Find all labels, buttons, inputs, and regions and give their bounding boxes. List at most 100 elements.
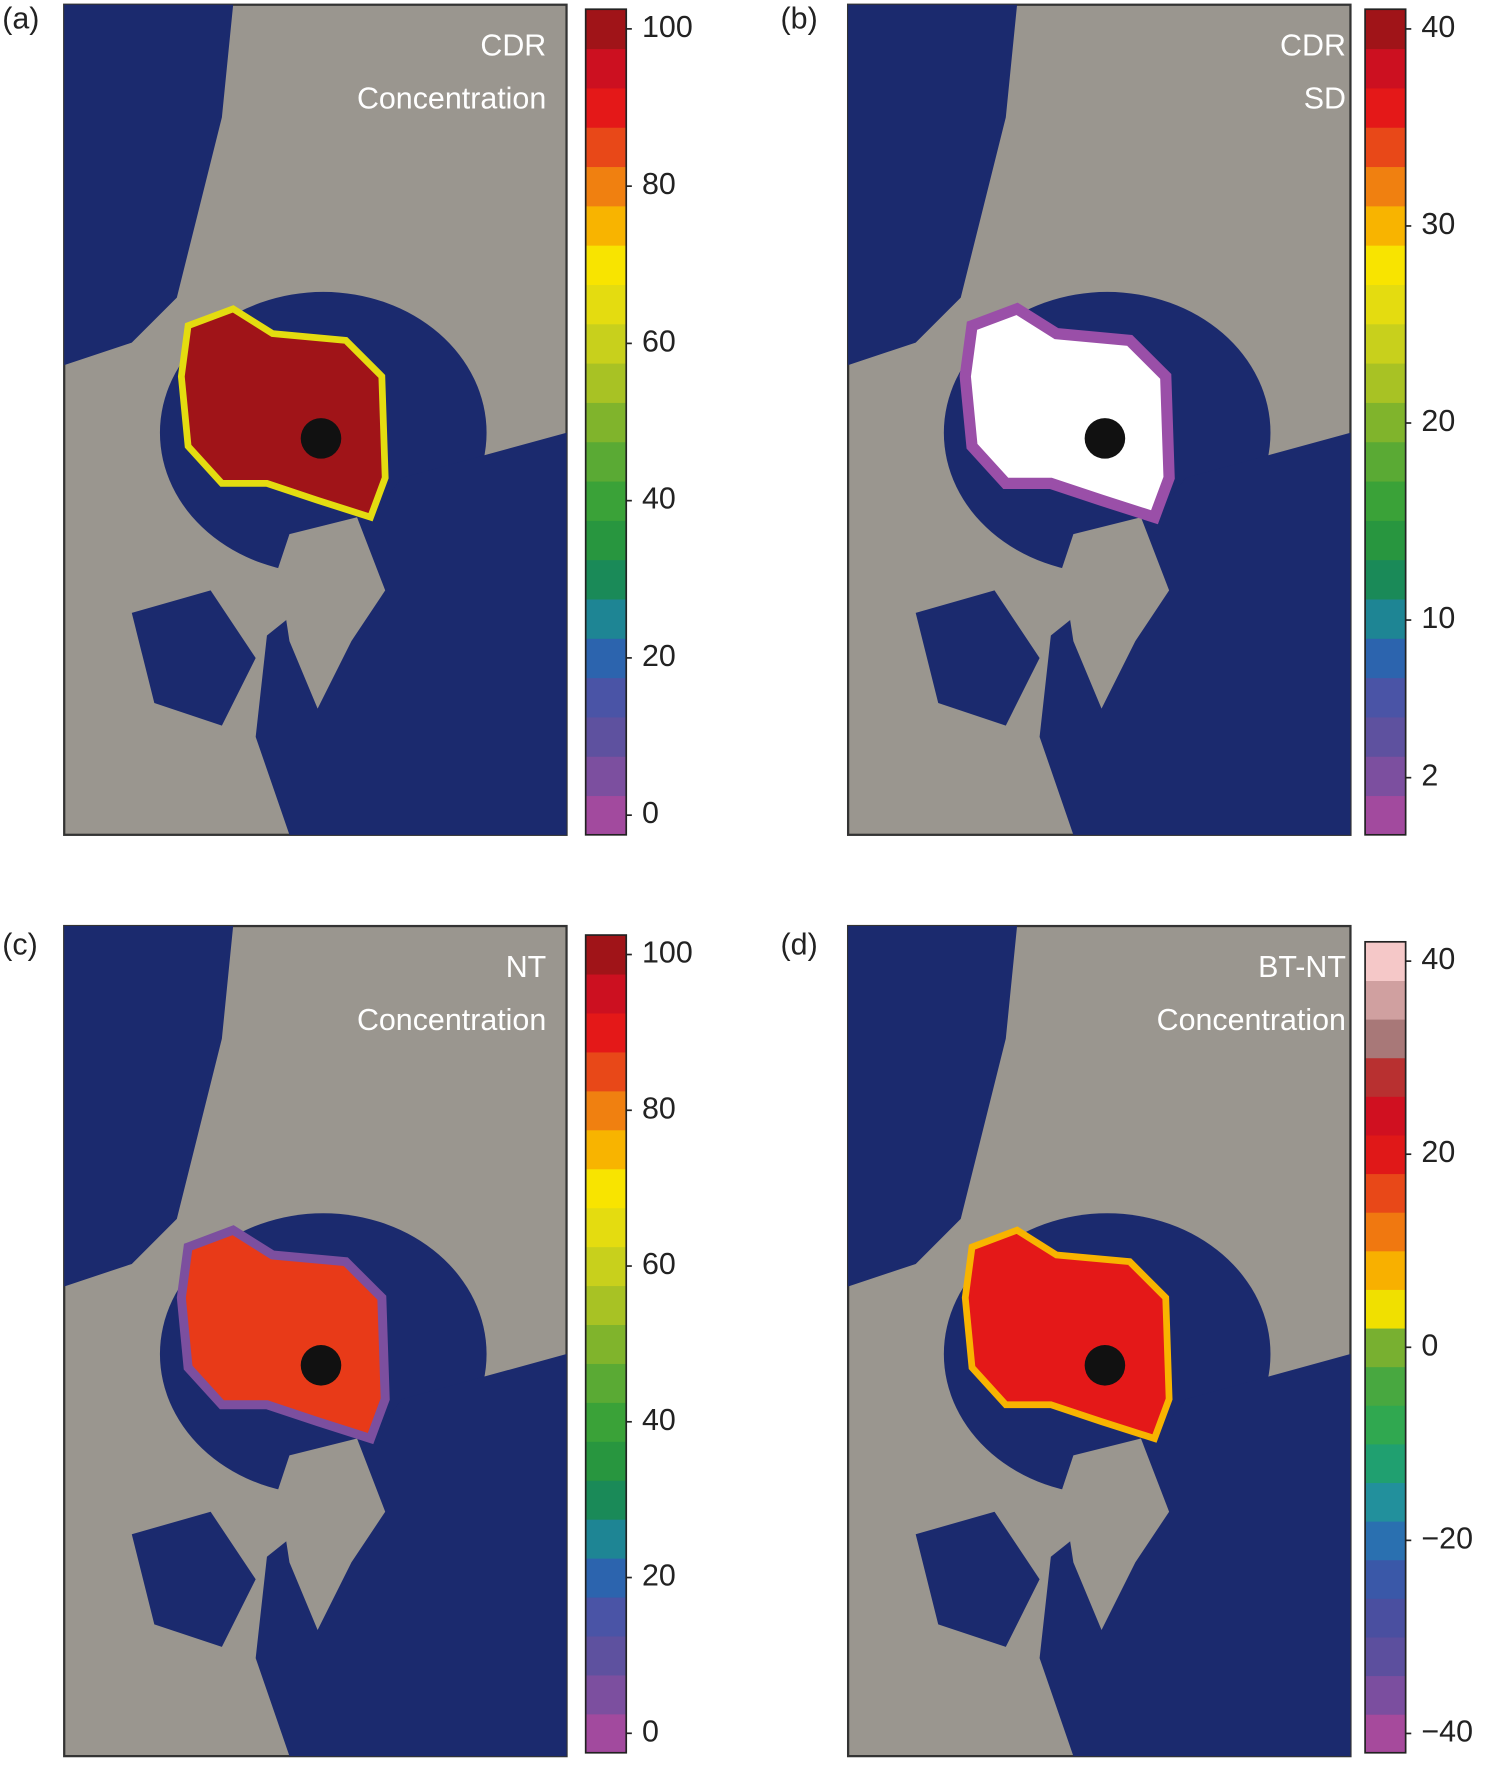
colorbar-swatch (585, 363, 627, 403)
colorbar-swatch (1365, 1482, 1406, 1522)
colorbar-swatch (585, 973, 627, 1014)
colorbar-swatch (1365, 1212, 1406, 1252)
map-title: NT (506, 950, 547, 984)
colorbar-swatch (1365, 1134, 1406, 1175)
colorbar-swatch (1365, 980, 1406, 1020)
colorbar-tick-label: 100 (642, 10, 693, 44)
panel-label: (b) (781, 2, 818, 36)
colorbar-swatch (1365, 638, 1406, 679)
colorbar-swatch (1365, 941, 1406, 981)
map-panel (63, 3, 568, 836)
colorbar-swatch (1365, 9, 1406, 50)
colorbar-swatch (585, 48, 627, 89)
map-panel (846, 924, 1352, 1758)
colorbar-tick-label: 0 (642, 1714, 659, 1748)
map-title: CDR (480, 29, 546, 63)
colorbar-tick-label: 20 (642, 639, 676, 673)
colorbar-swatch (1365, 284, 1406, 325)
colorbar-swatch (1365, 1675, 1406, 1715)
colorbar-swatch (1365, 1405, 1406, 1445)
colorbar-frame (1364, 8, 1407, 836)
map-subtitle: Concentration (1157, 1003, 1346, 1037)
colorbar-swatch (585, 1168, 627, 1209)
colorbar-tick-label: 40 (1421, 942, 1455, 976)
colorbar-swatch (585, 935, 627, 975)
colorbar-tick-label: 100 (642, 936, 693, 970)
colorbar-tick-label: 20 (642, 1559, 676, 1593)
colorbar-swatch (1365, 677, 1406, 718)
colorbar-swatch (1365, 1327, 1406, 1368)
colorbar-swatch (585, 1713, 627, 1754)
colorbar-tick-label: −20 (1421, 1521, 1473, 1555)
colorbar-tick-label: 40 (642, 482, 676, 516)
colorbar-swatch (1365, 205, 1406, 246)
map-title: CDR (1280, 29, 1346, 63)
pole-hole (300, 418, 342, 459)
colorbar-swatch (585, 323, 627, 364)
colorbar-swatch (1365, 323, 1406, 364)
colorbar-swatch (585, 1402, 627, 1442)
colorbar-swatch (1365, 1096, 1406, 1136)
colorbar-swatch (1365, 245, 1406, 285)
colorbar-swatch (585, 756, 627, 797)
panel-label: (a) (2, 2, 39, 36)
map-panel (63, 924, 568, 1758)
colorbar-swatch (585, 1207, 627, 1248)
colorbar-swatch (585, 402, 627, 443)
colorbar-swatch (1365, 1057, 1406, 1097)
colorbar-swatch (585, 205, 627, 246)
colorbar-swatch (585, 1597, 627, 1637)
colorbar-swatch (1365, 756, 1406, 797)
colorbar-swatch (585, 1324, 627, 1364)
colorbar-frame (584, 8, 628, 836)
panel-label: (c) (2, 927, 37, 961)
colorbar-swatch (585, 716, 627, 757)
colorbar-swatch (1365, 480, 1406, 521)
colorbar-swatch (585, 87, 627, 128)
colorbar-swatch (1365, 1598, 1406, 1638)
colorbar-tick-label: 20 (1421, 404, 1455, 438)
colorbar-tick-label: 80 (642, 167, 676, 201)
colorbar-swatch (1365, 127, 1406, 168)
colorbar-swatch (585, 1051, 627, 1092)
colorbar-swatch (585, 9, 627, 50)
colorbar-swatch (1365, 1019, 1406, 1059)
map-subtitle: Concentration (357, 81, 546, 115)
colorbar-swatch (585, 1441, 627, 1481)
colorbar-swatch (585, 677, 627, 718)
colorbar-swatch (585, 1635, 627, 1676)
colorbar-swatch (585, 1519, 627, 1559)
colorbar-tick-label: 40 (1421, 10, 1455, 44)
colorbar-swatch (1365, 1173, 1406, 1213)
colorbar-swatch (1365, 1289, 1406, 1329)
panel-label: (d) (781, 927, 818, 961)
colorbar-swatch (1365, 1443, 1406, 1484)
colorbar-swatch (1365, 402, 1406, 443)
colorbar-tick-label: 10 (1421, 601, 1455, 635)
colorbar-tick-label: −40 (1421, 1714, 1473, 1748)
colorbar-swatch (1365, 1636, 1406, 1677)
colorbar-swatch (585, 795, 627, 836)
colorbar-tick-label: 0 (1421, 1328, 1438, 1362)
colorbar-swatch (585, 1246, 627, 1287)
colorbar-swatch (585, 441, 627, 482)
colorbar-swatch (1365, 1366, 1406, 1406)
colorbar-swatch (1365, 1250, 1406, 1290)
colorbar-swatch (1365, 1714, 1406, 1754)
colorbar-swatch (585, 245, 627, 285)
colorbar-swatch (585, 638, 627, 679)
colorbar-swatch (585, 1285, 627, 1326)
map-subtitle: SD (1304, 81, 1346, 115)
colorbar-frame (584, 934, 628, 1754)
map-subtitle: Concentration (357, 1003, 546, 1037)
colorbar-tick-label: 60 (642, 1247, 676, 1281)
colorbar-swatch (1365, 795, 1406, 836)
colorbar-tick-label: 20 (1421, 1135, 1455, 1169)
colorbar-tick-label: 0 (642, 796, 659, 830)
colorbar-tick-label: 40 (642, 1403, 676, 1437)
colorbar-swatch (585, 1363, 627, 1403)
map-title: BT-NT (1258, 950, 1346, 984)
colorbar-swatch (585, 598, 627, 639)
colorbar-swatch (1365, 716, 1406, 757)
colorbar-tick-label: 30 (1421, 207, 1455, 241)
